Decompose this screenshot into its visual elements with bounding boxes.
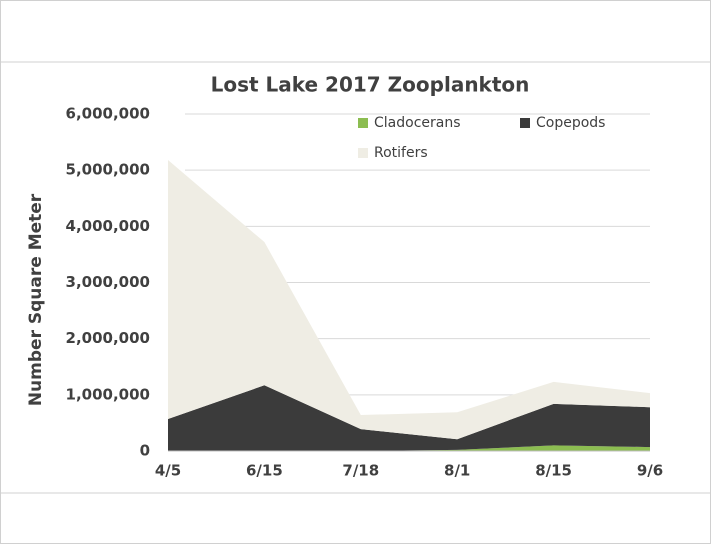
y-tick-label: 0 bbox=[140, 442, 150, 460]
y-axis-title: Number Square Meter bbox=[26, 193, 46, 406]
x-tick-label: 6/15 bbox=[246, 462, 283, 480]
y-tick-label: 4,000,000 bbox=[66, 217, 150, 235]
area bbox=[168, 385, 650, 451]
y-tick-label: 3,000,000 bbox=[66, 273, 150, 291]
y-tick-label: 1,000,000 bbox=[66, 385, 150, 403]
legend-label: Cladocerans bbox=[374, 115, 461, 131]
area bbox=[168, 160, 650, 440]
legend-swatch bbox=[358, 118, 368, 128]
y-tick-label: 5,000,000 bbox=[66, 161, 150, 179]
y-tick-label: 6,000,000 bbox=[66, 105, 150, 123]
legend-label: Rotifers bbox=[374, 145, 428, 161]
legend-label: Copepods bbox=[536, 115, 605, 131]
y-tick-label: 2,000,000 bbox=[66, 329, 150, 347]
x-tick-label: 4/5 bbox=[155, 462, 181, 480]
x-tick-label: 8/15 bbox=[535, 462, 572, 480]
area bbox=[168, 445, 650, 451]
x-tick-label: 8/1 bbox=[444, 462, 470, 480]
x-tick-label: 9/6 bbox=[637, 462, 663, 480]
x-tick-label: 7/18 bbox=[342, 462, 379, 480]
chart-title: Lost Lake 2017 Zooplankton bbox=[211, 73, 530, 97]
legend-swatch bbox=[358, 148, 368, 158]
legend-swatch bbox=[520, 118, 530, 128]
